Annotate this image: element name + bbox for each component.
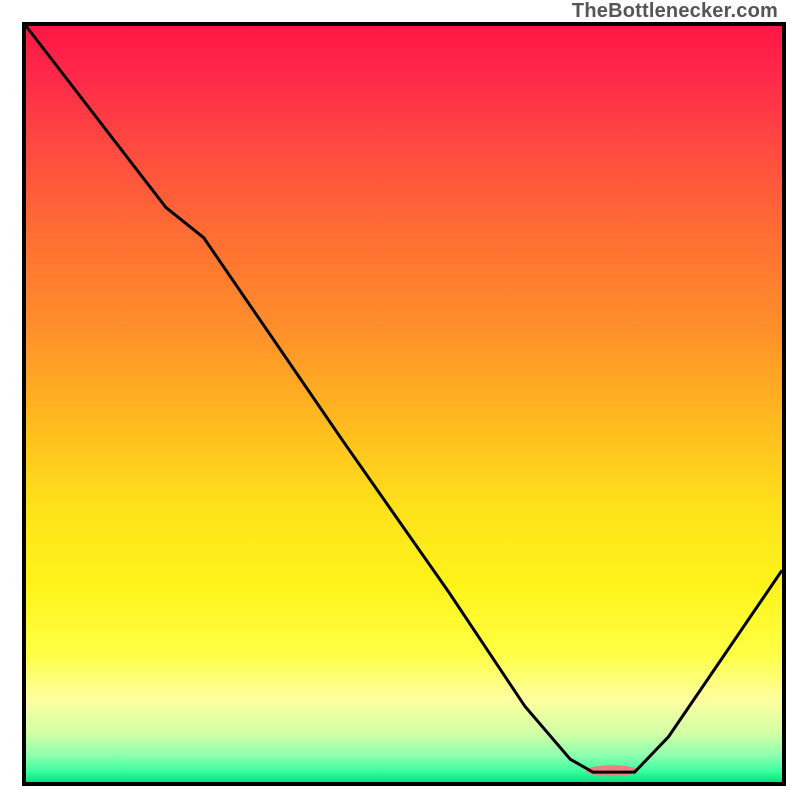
bottleneck-chart bbox=[22, 22, 786, 786]
bottleneck-curve bbox=[26, 26, 782, 772]
chart-line-layer bbox=[26, 26, 782, 782]
optimal-marker bbox=[586, 766, 637, 776]
watermark-text: TheBottlenecker.com bbox=[572, 0, 778, 23]
